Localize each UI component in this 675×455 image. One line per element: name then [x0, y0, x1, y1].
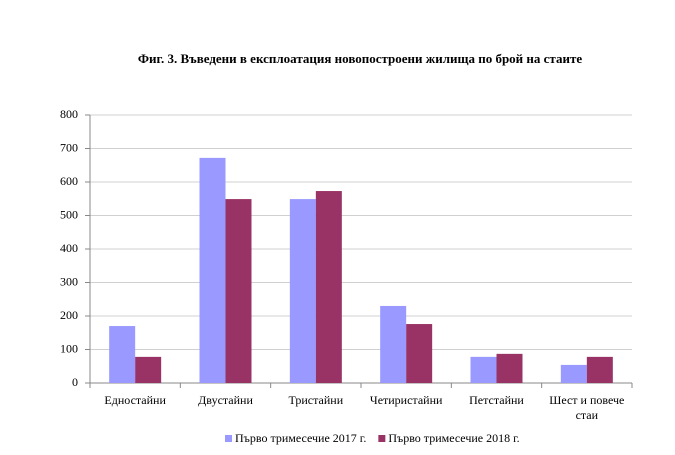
y-tick-label: 100	[60, 341, 78, 355]
x-tick-label: Петстайни	[469, 393, 524, 407]
x-tick-label: Тристайни	[289, 393, 344, 407]
bar	[199, 157, 226, 383]
bar	[560, 364, 587, 383]
y-tick-label: 0	[72, 375, 78, 389]
y-tick-label: 700	[60, 140, 78, 154]
bar	[406, 324, 433, 383]
bar	[470, 356, 497, 383]
legend-swatch	[225, 435, 232, 442]
y-tick-label: 200	[60, 308, 78, 322]
y-tick-label: 800	[60, 107, 78, 121]
x-tick-label: Четиристайни	[370, 393, 443, 407]
legend-swatch	[378, 435, 386, 442]
y-tick-label: 500	[60, 207, 78, 221]
y-tick-label: 300	[60, 274, 78, 288]
bar	[380, 305, 407, 383]
bar	[289, 199, 316, 383]
y-tick-label: 400	[60, 241, 78, 255]
x-tick-label: Шест и повече стаи	[549, 393, 624, 422]
bar	[109, 326, 136, 383]
x-tick-label: Едностайни	[104, 393, 166, 407]
bar	[586, 356, 613, 383]
y-tick-label: 600	[60, 174, 78, 188]
legend-label: Първо тримесечие 2018 г.	[388, 431, 519, 445]
bar	[315, 191, 342, 383]
x-tick-label: Двустайни	[198, 393, 253, 407]
bar	[496, 353, 523, 383]
bar	[135, 356, 162, 383]
chart-title: Фиг. 3. Въведени в експлоатация новопост…	[138, 51, 582, 66]
legend-label: Първо тримесечие 2017 г.	[235, 431, 366, 445]
bar	[225, 199, 252, 383]
